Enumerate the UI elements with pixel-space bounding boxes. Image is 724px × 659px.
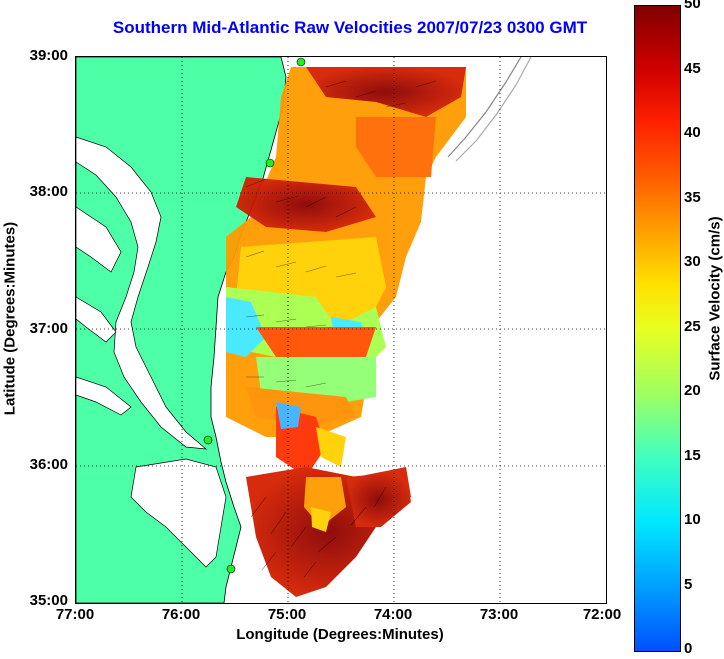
colorbar-title: Surface Velocity (cm/s) bbox=[706, 216, 724, 381]
x-axis-title: Longitude (Degrees:Minutes) bbox=[236, 626, 444, 643]
station-marker bbox=[265, 158, 275, 168]
shelf-contour bbox=[447, 57, 522, 158]
station-marker bbox=[226, 564, 236, 574]
colorbar-tick: 0 bbox=[684, 640, 693, 657]
colorbar-tick: 45 bbox=[684, 60, 701, 77]
colorbar-tick: 5 bbox=[684, 576, 693, 593]
y-tick-label: 36:00 bbox=[29, 456, 68, 473]
colorbar-tick: 20 bbox=[684, 382, 701, 399]
y-tick-label: 37:00 bbox=[29, 320, 68, 337]
colorbar-tick: 35 bbox=[684, 189, 701, 206]
x-tick-label: 75:00 bbox=[267, 606, 307, 623]
station-marker bbox=[203, 435, 213, 445]
current-vectors bbox=[245, 80, 437, 578]
x-tick-label: 76:00 bbox=[161, 606, 201, 623]
x-tick-label: 77:00 bbox=[55, 606, 95, 623]
chesapeake-bay bbox=[76, 136, 208, 450]
y-tick-label: 39:00 bbox=[29, 47, 68, 64]
map-canvas bbox=[76, 57, 606, 603]
station-marker bbox=[296, 57, 306, 67]
y-axis-title: Latitude (Degrees:Minutes) bbox=[1, 221, 19, 416]
radar-stations bbox=[203, 57, 306, 574]
map-title: Southern Mid-Atlantic Raw Velocities 200… bbox=[112, 18, 588, 37]
colorbar-tick: 25 bbox=[684, 318, 701, 335]
pamlico-sound bbox=[130, 458, 227, 568]
map-grid bbox=[76, 57, 606, 603]
x-tick-label: 72:00 bbox=[582, 606, 622, 623]
colorbar-tick: 30 bbox=[684, 253, 701, 270]
colorbar-tick: 10 bbox=[684, 511, 701, 528]
x-tick-label: 74:00 bbox=[373, 606, 413, 623]
colorbar-tick: 40 bbox=[684, 124, 701, 141]
x-tick-label: 73:00 bbox=[479, 606, 519, 623]
y-tick-label: 38:00 bbox=[29, 183, 68, 200]
y-tick-label: 35:00 bbox=[29, 592, 68, 609]
map-plot-area[interactable] bbox=[75, 56, 607, 604]
colorbar-tick: 50 bbox=[684, 0, 701, 12]
colorbar-tick: 15 bbox=[684, 447, 701, 464]
colorbar bbox=[634, 5, 681, 652]
